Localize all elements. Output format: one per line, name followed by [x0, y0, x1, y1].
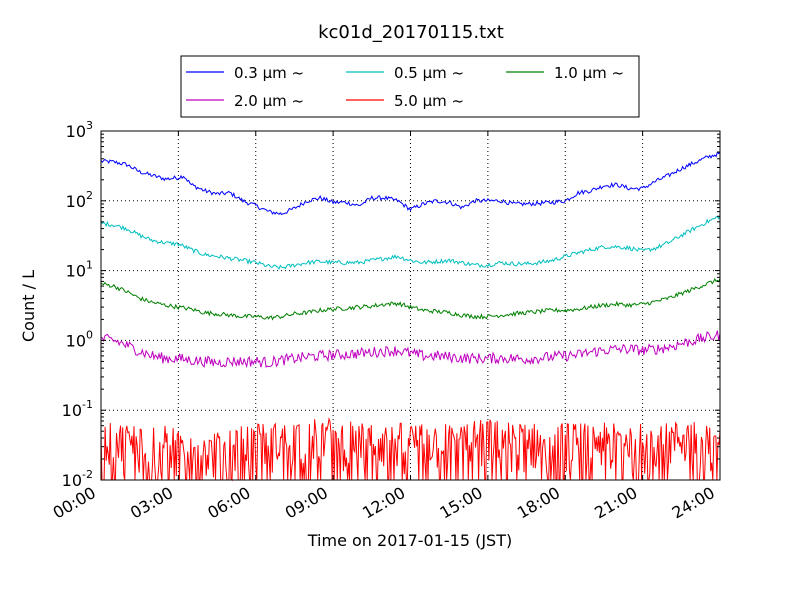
y-tick-label: 100 — [66, 328, 93, 350]
series-line — [100, 151, 721, 216]
legend-label: 0.5 μm ~ — [394, 64, 464, 82]
y-tick-label: 101 — [66, 259, 93, 281]
legend: 0.3 μm ~ 0.5 μm ~ 1.0 μm ~ 2.0 μm ~ 5.0 μm ~ — [180, 55, 640, 118]
axis-ticks — [100, 130, 721, 481]
legend-entry: 0.3 μm ~ — [186, 64, 304, 82]
legend-entry: 0.5 μm ~ — [346, 64, 464, 82]
legend-label: 0.3 μm ~ — [234, 64, 304, 82]
y-tick-label: 103 — [66, 119, 93, 141]
chart-title: kc01d_20170115.txt — [318, 22, 504, 43]
legend-frame — [180, 55, 640, 118]
legend-entry: 5.0 μm ~ — [346, 92, 464, 110]
y-axis-label: Count / L — [19, 270, 38, 342]
legend-label: 5.0 μm ~ — [394, 92, 464, 110]
legend-items: 0.3 μm ~ 0.5 μm ~ 1.0 μm ~ 2.0 μm ~ 5.0 μm ~ — [186, 64, 624, 110]
y-tick-label: 10-2 — [62, 468, 93, 490]
legend-entry: 1.0 μm ~ — [506, 64, 624, 82]
y-tick-label: 102 — [66, 189, 93, 211]
series-lines — [100, 151, 721, 482]
legend-entry: 2.0 μm ~ — [186, 92, 304, 110]
y-tick-labels: 10-2 10-1 100 101 102 103 — [62, 119, 93, 490]
x-axis-label: Time on 2017-01-15 (JST) — [307, 531, 512, 550]
legend-label: 1.0 μm ~ — [554, 64, 624, 82]
series-line — [100, 277, 721, 321]
series-line — [100, 417, 721, 482]
series-line — [100, 330, 721, 369]
series-line — [100, 215, 721, 270]
y-tick-label: 10-1 — [62, 398, 93, 420]
legend-label: 2.0 μm ~ — [234, 92, 304, 110]
